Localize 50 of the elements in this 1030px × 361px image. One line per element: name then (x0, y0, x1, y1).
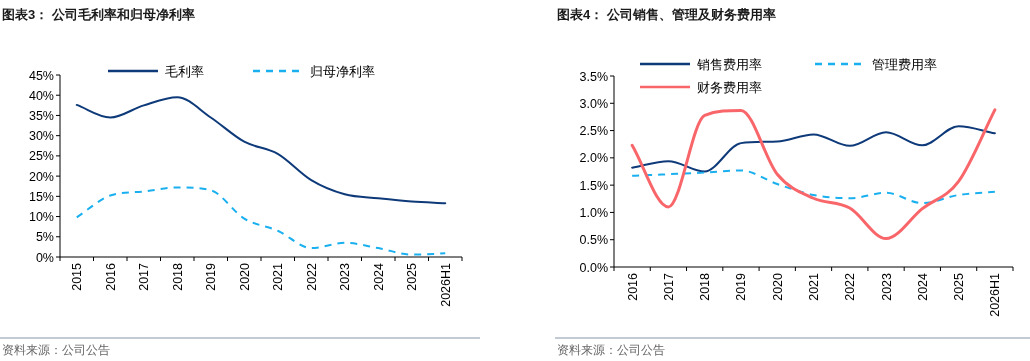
legend-label: 财务费用率 (697, 79, 762, 95)
x-tick-label: 2020 (237, 262, 252, 291)
y-tick-label: 20% (28, 169, 54, 184)
legend-label: 管理费用率 (872, 56, 937, 72)
chart-title: 图表3： 公司毛利率和归母净利率 (2, 7, 195, 22)
legend-label: 毛利率 (165, 63, 204, 79)
x-tick-label: 2020 (770, 272, 785, 301)
x-tick-label: 2025 (952, 272, 967, 301)
y-tick-label: 5% (35, 230, 54, 245)
x-tick-label: 2019 (204, 262, 219, 291)
x-tick-label: 2021 (807, 272, 821, 301)
x-tick-label: 2026H1 (438, 262, 453, 307)
x-tick-label: 2015 (70, 262, 85, 291)
y-tick-label: 3.0% (579, 96, 608, 111)
x-tick-label: 2018 (698, 272, 713, 301)
y-tick-label: 30% (28, 129, 54, 144)
x-tick-label: 2017 (137, 262, 152, 291)
x-tick-label: 2022 (304, 262, 319, 291)
y-tick-label: 0.0% (579, 260, 608, 275)
y-tick-label: 35% (28, 108, 54, 123)
x-tick-label: 2023 (338, 262, 353, 291)
y-tick-label: 1.5% (579, 178, 608, 193)
y-tick-label: 25% (28, 149, 54, 164)
y-tick-label: 15% (28, 189, 54, 204)
y-tick-label: 0.5% (579, 233, 608, 248)
x-tick-label: 2021 (271, 262, 286, 291)
x-tick-label: 2017 (661, 272, 676, 301)
x-tick-label: 2019 (734, 272, 749, 301)
legend-label: 销售费用率 (696, 56, 762, 72)
y-tick-label: 1.0% (579, 205, 608, 220)
text: 资料来源：公司公告 (2, 344, 110, 356)
x-tick-label: 2016 (625, 272, 640, 301)
y-tick-label: 0% (35, 250, 54, 265)
legend-label: 归母净利率 (310, 63, 375, 79)
x-tick-label: 2024 (915, 272, 930, 301)
text: 资料来源：公司公告 (557, 344, 665, 356)
chart-title: 图表4： 公司销售、管理及财务费用率 (557, 7, 776, 22)
x-tick-label: 2016 (103, 262, 118, 291)
y-tick-label: 2.5% (579, 124, 608, 139)
y-tick-label: 40% (28, 88, 54, 103)
x-tick-label: 2024 (371, 262, 386, 291)
x-tick-label: 2023 (879, 272, 894, 301)
y-tick-label: 2.0% (579, 151, 608, 166)
x-tick-label: 2026H1 (988, 272, 1003, 317)
y-tick-label: 3.5% (579, 69, 608, 84)
x-tick-label: 2018 (170, 262, 185, 291)
x-tick-label: 2022 (843, 272, 858, 301)
x-tick-label: 2025 (405, 262, 420, 291)
y-tick-label: 10% (28, 210, 54, 225)
y-tick-label: 45% (28, 68, 54, 83)
